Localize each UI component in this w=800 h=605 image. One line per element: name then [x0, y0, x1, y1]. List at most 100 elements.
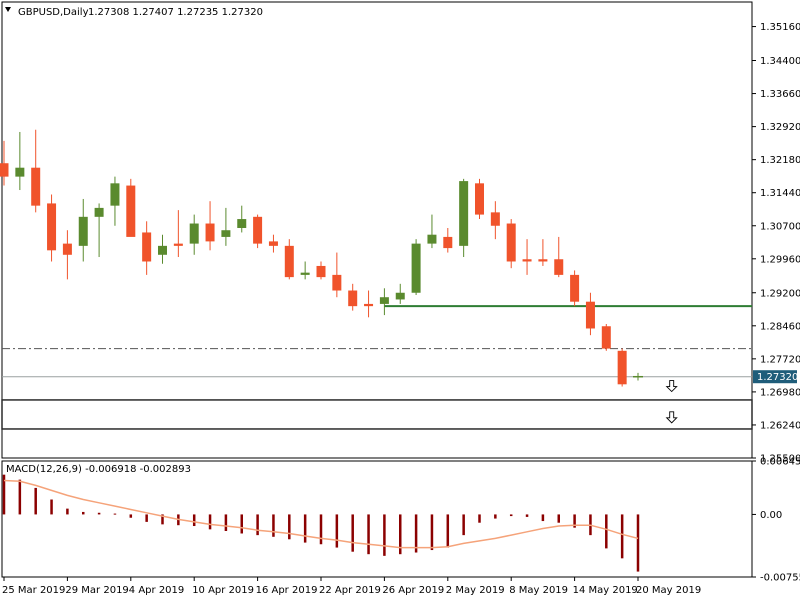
horizontal-lines[interactable]	[2, 305, 752, 378]
macd-bar	[414, 514, 418, 553]
header: GBPUSD,Daily 1.27308 1.27407 1.27235 1.2…	[5, 7, 263, 18]
candle-body	[506, 223, 516, 262]
macd-bar	[288, 514, 291, 540]
price-pane[interactable]: 1.35160 1.34400 1.33660 1.32920 1.32180 1.314…	[0, 1, 800, 465]
macd-bar	[367, 514, 370, 555]
current-price-tag: 1.27320	[753, 370, 798, 384]
macd-pane[interactable]: 0.00645 0.00 -0.007554 MACD(12,26,9) -0.00…	[1, 457, 800, 584]
dropdown-triangle-icon[interactable]	[5, 7, 11, 12]
candle-body	[601, 326, 611, 349]
candle-body	[475, 183, 484, 215]
candle-body	[364, 303, 374, 307]
macd-bar	[430, 514, 434, 551]
price-tick-label: 1.27720	[760, 354, 800, 365]
macd-bar	[478, 514, 481, 523]
macd-bar	[82, 511, 85, 515]
candle-body	[490, 212, 500, 226]
macd-bar	[605, 514, 608, 549]
candle-body	[78, 216, 88, 246]
macd-bar	[50, 499, 53, 515]
symbol-label: GBPUSD,Daily	[18, 7, 89, 18]
time-tick-label: 14 May 2019	[573, 585, 638, 596]
macd-bar	[208, 514, 212, 530]
macd-bar	[66, 508, 69, 515]
macd-tick-label: 0.00	[760, 510, 782, 521]
macd-bar	[399, 514, 402, 555]
candle-body	[427, 234, 437, 244]
candle-body	[348, 290, 358, 307]
price-tick-label: 1.29200	[760, 288, 800, 299]
candle-body	[538, 259, 548, 262]
macd-bar	[129, 514, 133, 518]
candle-body	[62, 243, 72, 255]
candle-body	[332, 274, 342, 291]
macd-bar	[272, 514, 275, 537]
macd-indicator-label: MACD(12,26,9) -0.006918 -0.002893	[6, 464, 191, 475]
candle-body	[300, 272, 310, 275]
time-tick-label: 29 Mar 2019	[65, 585, 128, 596]
time-tick-label: 22 Apr 2019	[319, 585, 381, 596]
macd-bar	[446, 514, 450, 548]
candle-body	[268, 241, 278, 246]
macd-axis: 0.00645 0.00 -0.007554	[752, 457, 800, 584]
arrows	[665, 380, 678, 424]
candle-body	[617, 350, 627, 385]
current-price-label: 1.27320	[757, 372, 798, 383]
candle-body	[522, 259, 532, 262]
time-tick-label: 16 Apr 2019	[256, 585, 318, 596]
price-boxes	[1, 399, 753, 430]
price-axis: 1.35160 1.34400 1.33660 1.32920 1.32180 1.314…	[752, 22, 800, 465]
price-tick-label: 1.32180	[760, 155, 800, 166]
macd-bar	[335, 514, 339, 548]
macd-bar	[161, 514, 164, 525]
candle-body	[395, 292, 405, 300]
macd-tick-label: 0.00645	[760, 457, 800, 468]
macd-pane-frame	[1, 460, 753, 578]
macd-bar	[192, 514, 196, 527]
candle-body	[173, 243, 183, 246]
time-axis: 25 Mar 2019 29 Mar 2019 4 Apr 2019 10 Apr 2…	[2, 577, 701, 596]
macd-bar	[351, 514, 354, 552]
macd-bar	[34, 487, 37, 515]
macd-bar	[557, 514, 560, 523]
candle-body	[379, 297, 389, 304]
candle-body	[142, 232, 152, 262]
candle-body	[443, 236, 453, 249]
down-arrow-2	[665, 411, 678, 424]
candle-body	[94, 207, 104, 217]
candle-body	[221, 230, 231, 237]
price-tick-label: 1.31440	[760, 188, 800, 199]
candle-body	[126, 185, 136, 237]
macd-bar	[509, 514, 513, 517]
macd-bar	[319, 514, 323, 545]
macd-bar	[636, 514, 640, 572]
macd-bar	[224, 514, 228, 531]
price-tick-label: 1.25500	[760, 454, 800, 465]
price-tick-label: 1.34400	[760, 56, 800, 67]
time-tick-label: 20 May 2019	[636, 585, 701, 596]
time-tick-label: 2 May 2019	[446, 585, 505, 596]
candle-body	[158, 245, 167, 255]
price-tick-label: 1.30700	[760, 221, 800, 232]
price-tick-label: 1.33660	[760, 89, 800, 100]
time-tick-label: 4 Apr 2019	[129, 585, 184, 596]
price-box	[1, 399, 753, 430]
price-tick-label: 1.28460	[760, 321, 800, 332]
candle-body	[15, 167, 25, 177]
macd-bar	[256, 514, 259, 536]
macd-bar	[620, 514, 624, 559]
macd-bar	[303, 514, 307, 543]
candles	[0, 129, 643, 387]
current-price-tag-bg	[753, 370, 797, 384]
candle-body	[189, 223, 199, 244]
time-tick-label: 10 Apr 2019	[192, 585, 254, 596]
ohlc-values: 1.27308 1.27407 1.27235 1.27320	[88, 7, 263, 18]
macd-bar	[541, 514, 545, 522]
price-tick-label: 1.35160	[760, 22, 800, 33]
candle-body	[237, 219, 247, 228]
candle-body	[554, 259, 564, 275]
candle-body	[284, 245, 294, 278]
candle-body	[47, 203, 57, 251]
